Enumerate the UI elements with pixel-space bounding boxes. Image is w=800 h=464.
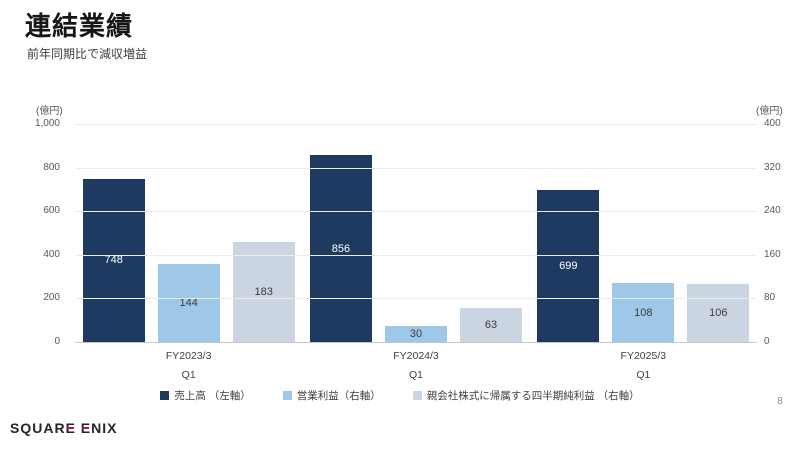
page-title: 連結業績: [25, 11, 134, 41]
bar-value: 106: [687, 284, 750, 342]
category-label: FY2023/3 Q1: [165, 350, 212, 381]
bar-group: 748 144 183: [75, 124, 302, 342]
bar-value: 856: [309, 155, 372, 342]
logo-letter-e: E: [80, 420, 92, 436]
gridline: [75, 298, 757, 299]
right-axis-tick: 400: [764, 118, 781, 129]
gridline: [75, 211, 757, 212]
right-axis-tick: 320: [764, 162, 781, 173]
left-axis-tick: 200: [43, 292, 60, 303]
right-axis-tick: 80: [764, 292, 776, 303]
right-axis-tick: 240: [764, 205, 781, 216]
gridline: [75, 342, 757, 343]
bar-groups: 748 144 183 856 30 63 699 108 106: [75, 124, 757, 342]
category-label: FY2024/3 Q1: [393, 350, 439, 381]
page-subtitle: 前年同期比で減収増益: [27, 47, 148, 61]
bar-value: 144: [157, 263, 220, 342]
left-axis-tick: 800: [43, 162, 60, 173]
gridline: [75, 255, 757, 256]
right-axis-tick: 160: [764, 249, 781, 260]
category-label: FY2025/3 Q1: [620, 350, 667, 381]
bar-value: 748: [82, 178, 145, 342]
gridline: [75, 168, 757, 169]
bar-value: 699: [537, 189, 600, 342]
bar-value: 108: [612, 283, 675, 342]
bar-group: 856 30 63: [302, 124, 529, 342]
left-axis-unit: (億円): [36, 106, 63, 117]
legend-item: 親会社株式に帰属する四半期純利益 （右軸）: [412, 388, 640, 403]
right-axis-tick: 0: [764, 336, 770, 347]
left-axis-tick: 1,000: [34, 118, 60, 129]
chart: (億円) (億円) 748 144 183 856 30 63 699 108 106 FY20…: [0, 100, 800, 390]
legend-label: 売上高 （左軸）: [174, 390, 251, 402]
right-axis-unit: (億円): [756, 106, 783, 117]
page-number: 8: [777, 396, 783, 407]
left-axis-tick: 0: [54, 336, 60, 347]
left-axis-tick: 600: [43, 205, 60, 216]
legend-swatch-icon: [282, 391, 292, 400]
bar-value: 183: [232, 242, 295, 342]
legend-item: 売上高 （左軸）: [160, 388, 251, 403]
legend-item: 営業利益（右軸）: [282, 388, 381, 403]
square-enix-logo-text: SQUARE ENIX: [10, 420, 118, 436]
logo-letter-e: E: [65, 420, 76, 436]
plot-area: 748 144 183 856 30 63 699 108 106: [75, 124, 757, 343]
legend-swatch-icon: [160, 391, 170, 400]
legend-swatch-icon: [412, 391, 422, 400]
left-axis-tick: 400: [43, 249, 60, 260]
bar-value: 63: [459, 307, 522, 342]
legend-label: 親会社株式に帰属する四半期純利益 （右軸）: [426, 390, 640, 402]
bar-value: 30: [384, 325, 447, 342]
category-labels: FY2023/3 Q1 FY2024/3 Q1 FY2025/3 Q1: [75, 347, 757, 385]
gridline: [75, 124, 757, 125]
bar-group: 699 108 106: [530, 124, 757, 342]
chart-legend: 売上高 （左軸） 営業利益（右軸） 親会社株式に帰属する四半期純利益 （右軸）: [0, 388, 800, 403]
square-enix-logo: SQUARE ENIX: [10, 420, 117, 436]
legend-label: 営業利益（右軸）: [296, 390, 381, 402]
